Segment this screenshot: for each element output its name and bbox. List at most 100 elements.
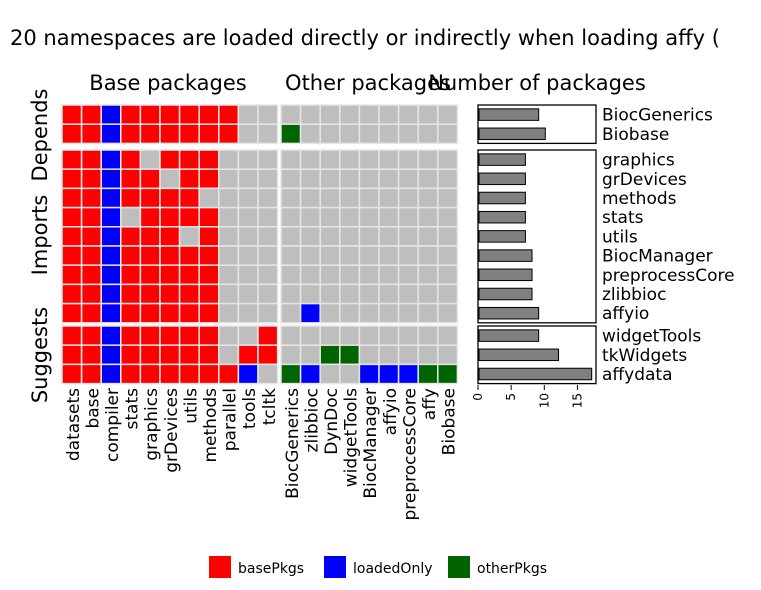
- bar-axis-tick-label: 0: [471, 393, 485, 401]
- base-cell-tkWidgets-parallel: [218, 344, 240, 366]
- base-cell-graphics-parallel: [218, 149, 240, 170]
- other-cell-Biobase-widgetTools: [339, 123, 361, 145]
- base-cell-BiocManager-base: [80, 245, 102, 266]
- other-cell-affydata-Biobase: [437, 363, 459, 385]
- other-cell-utils-zlibbioc: [299, 226, 321, 247]
- base-col-label: compiler: [103, 388, 123, 462]
- base-cell-BiocGenerics-stats: [120, 104, 142, 125]
- other-cell-affydata-DynDoc: [319, 363, 341, 385]
- row-label: widgetTools: [602, 327, 701, 347]
- base-col-label: grDevices: [162, 388, 182, 473]
- other-cell-BiocManager-widgetTools: [339, 245, 361, 266]
- base-cell-affyio-stats: [120, 302, 142, 324]
- other-cell-BiocGenerics-widgetTools: [339, 104, 361, 125]
- other-cell-BiocGenerics-preprocessCore: [397, 104, 419, 125]
- other-cell-preprocessCore-BiocManager: [358, 264, 380, 286]
- other-col-label: affy: [420, 388, 440, 420]
- other-cell-stats-DynDoc: [319, 206, 341, 228]
- other-cell-BiocManager-Biobase: [437, 245, 459, 266]
- bar-affydata: [478, 367, 593, 381]
- other-cell-utils-widgetTools: [339, 226, 361, 247]
- bar-affyio: [478, 306, 540, 320]
- base-cell-grDevices-tools: [237, 168, 259, 190]
- base-cell-affyio-methods: [198, 302, 220, 324]
- other-cell-affyio-DynDoc: [319, 302, 341, 324]
- other-col-label: preprocessCore: [400, 388, 420, 521]
- other-cell-tkWidgets-DynDoc: [319, 344, 341, 366]
- base-cell-stats-utils: [178, 206, 200, 228]
- other-cell-stats-zlibbioc: [299, 206, 321, 228]
- other-cell-widgetTools-zlibbioc: [299, 325, 321, 346]
- base-cell-grDevices-methods: [198, 168, 220, 190]
- other-cell-Biobase-affyio: [378, 123, 400, 145]
- base-cell-utils-compiler: [100, 226, 122, 247]
- other-cell-affydata-preprocessCore: [397, 363, 419, 385]
- base-cell-preprocessCore-grDevices: [159, 264, 181, 286]
- other-cell-stats-affy: [417, 206, 439, 228]
- base-cell-widgetTools-graphics: [139, 325, 161, 346]
- base-col-label: tools: [240, 388, 260, 429]
- bar-stats: [478, 210, 526, 224]
- base-cell-grDevices-base: [80, 168, 102, 190]
- other-cell-stats-BiocManager: [358, 206, 380, 228]
- legend-label-loadedOnly: loadedOnly: [353, 561, 433, 577]
- base-cell-BiocManager-methods: [198, 245, 220, 266]
- bar-preprocessCore: [478, 268, 533, 282]
- bar-BiocGenerics: [478, 108, 540, 121]
- other-cell-grDevices-widgetTools: [339, 168, 361, 190]
- other-cell-grDevices-BiocManager: [358, 168, 380, 190]
- other-cell-BiocManager-DynDoc: [319, 245, 341, 266]
- base-cell-BiocGenerics-methods: [198, 104, 220, 125]
- other-cell-preprocessCore-widgetTools: [339, 264, 361, 286]
- other-cell-widgetTools-Biobase: [437, 325, 459, 346]
- base-cell-utils-utils: [178, 226, 200, 247]
- base-cell-graphics-methods: [198, 149, 220, 170]
- other-cell-grDevices-affyio: [378, 168, 400, 190]
- base-cell-BiocManager-compiler: [100, 245, 122, 266]
- base-cell-BiocManager-graphics: [139, 245, 161, 266]
- other-cell-utils-preprocessCore: [397, 226, 419, 247]
- base-cell-affydata-compiler: [100, 363, 122, 385]
- other-cell-tkWidgets-affy: [417, 344, 439, 366]
- other-col-label: zlibbioc: [302, 388, 322, 452]
- base-cell-zlibbioc-stats: [120, 283, 142, 305]
- other-cell-BiocManager-preprocessCore: [397, 245, 419, 266]
- other-col-label: widgetTools: [342, 388, 362, 487]
- base-cell-methods-base: [80, 187, 102, 209]
- base-cell-affydata-parallel: [218, 363, 240, 385]
- other-cell-utils-BiocManager: [358, 226, 380, 247]
- base-cell-Biobase-grDevices: [159, 123, 181, 145]
- base-col-label: parallel: [221, 388, 241, 451]
- other-cell-preprocessCore-preprocessCore: [397, 264, 419, 286]
- bar-BiocManager: [478, 249, 533, 262]
- base-cell-zlibbioc-tcltk: [257, 283, 279, 305]
- row-label: preprocessCore: [602, 266, 735, 286]
- other-cell-Biobase-DynDoc: [319, 123, 341, 145]
- other-cell-preprocessCore-zlibbioc: [299, 264, 321, 286]
- base-cell-stats-grDevices: [159, 206, 181, 228]
- other-cell-BiocGenerics-DynDoc: [319, 104, 341, 125]
- base-cell-methods-compiler: [100, 187, 122, 209]
- base-cell-affydata-graphics: [139, 363, 161, 385]
- other-cell-tkWidgets-widgetTools: [339, 344, 361, 366]
- other-cell-affydata-zlibbioc: [299, 363, 321, 385]
- other-cell-utils-Biobase: [437, 226, 459, 247]
- base-cell-stats-datasets: [61, 206, 83, 228]
- other-cell-methods-BiocGenerics: [280, 187, 302, 209]
- base-cell-zlibbioc-utils: [178, 283, 200, 305]
- base-cell-zlibbioc-compiler: [100, 283, 122, 305]
- other-cell-BiocManager-BiocManager: [358, 245, 380, 266]
- base-cell-widgetTools-tools: [237, 325, 259, 346]
- base-cell-widgetTools-parallel: [218, 325, 240, 346]
- base-cell-affyio-tools: [237, 302, 259, 324]
- bar-widgetTools: [478, 329, 540, 342]
- base-cell-preprocessCore-datasets: [61, 264, 83, 286]
- other-cell-grDevices-BiocGenerics: [280, 168, 302, 190]
- other-cell-preprocessCore-affy: [417, 264, 439, 286]
- other-cell-widgetTools-affyio: [378, 325, 400, 346]
- bar-methods: [478, 191, 526, 205]
- row-label: graphics: [602, 151, 675, 171]
- base-cell-utils-stats: [120, 226, 142, 247]
- other-cell-tkWidgets-preprocessCore: [397, 344, 419, 366]
